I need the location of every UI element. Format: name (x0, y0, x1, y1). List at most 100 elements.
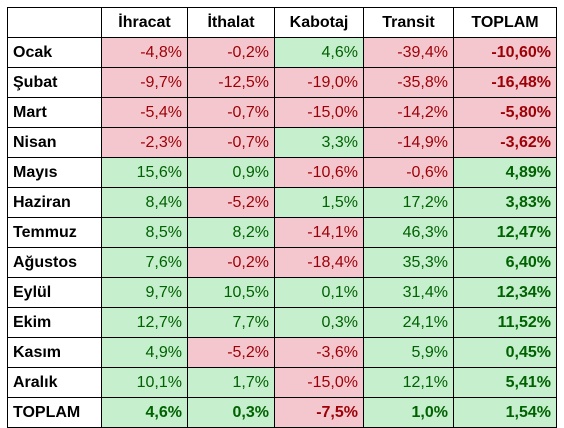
row-label: Kasım (7, 337, 102, 368)
table-total-row: TOPLAM 4,6% 0,3% -7,5% 1,0% 1,54% (7, 397, 557, 428)
value-cell: -5,80% (453, 97, 557, 128)
value-cell: 10,5% (187, 277, 275, 308)
table-row: Ağustos 7,6% -0,2% -18,4% 35,3% 6,40% (7, 247, 557, 278)
value-cell: 1,54% (453, 397, 557, 428)
value-cell: 0,3% (274, 307, 364, 338)
value-cell: -35,8% (363, 67, 454, 98)
value-cell: 12,47% (453, 217, 557, 248)
row-label: TOPLAM (7, 397, 102, 428)
value-cell: 7,6% (101, 247, 188, 278)
table-row: Aralık 10,1% 1,7% -15,0% 12,1% 5,41% (7, 367, 557, 398)
row-label: Ekim (7, 307, 102, 338)
value-cell: -2,3% (101, 127, 188, 158)
value-cell: 12,1% (363, 367, 454, 398)
table-row: Ocak -4,8% -0,2% 4,6% -39,4% -10,60% (7, 37, 557, 68)
value-cell: -10,60% (453, 37, 557, 68)
value-cell: 8,4% (101, 187, 188, 218)
value-cell: -0,2% (187, 247, 275, 278)
table-row: Ekim 12,7% 7,7% 0,3% 24,1% 11,52% (7, 307, 557, 338)
value-cell: 5,9% (363, 337, 454, 368)
table-row: Şubat -9,7% -12,5% -19,0% -35,8% -16,48% (7, 67, 557, 98)
value-cell: -4,8% (101, 37, 188, 68)
table-header-row: İhracat İthalat Kabotaj Transit TOPLAM (7, 7, 557, 38)
header-corner-cell (7, 7, 102, 38)
value-cell: -39,4% (363, 37, 454, 68)
value-cell: -15,0% (274, 367, 364, 398)
table-body: Ocak -4,8% -0,2% 4,6% -39,4% -10,60% Şubat -9,7… (7, 37, 557, 428)
header-ihracat: İhracat (101, 7, 188, 38)
value-cell: 3,3% (274, 127, 364, 158)
table-row: Mart -5,4% -0,7% -15,0% -14,2% -5,80% (7, 97, 557, 128)
value-cell: 0,9% (187, 157, 275, 188)
row-label: Nisan (7, 127, 102, 158)
table-row: Eylül 9,7% 10,5% 0,1% 31,4% 12,34% (7, 277, 557, 308)
row-label: Şubat (7, 67, 102, 98)
value-cell: -15,0% (274, 97, 364, 128)
value-cell: 4,9% (101, 337, 188, 368)
header-ithalat: İthalat (187, 7, 275, 38)
value-cell: -3,6% (274, 337, 364, 368)
value-cell: 0,3% (187, 397, 275, 428)
table-row: Temmuz 8,5% 8,2% -14,1% 46,3% 12,47% (7, 217, 557, 248)
value-cell: 4,6% (274, 37, 364, 68)
value-cell: -0,7% (187, 127, 275, 158)
row-label: Haziran (7, 187, 102, 218)
value-cell: -14,2% (363, 97, 454, 128)
value-cell: 1,7% (187, 367, 275, 398)
value-cell: 5,41% (453, 367, 557, 398)
row-label: Ocak (7, 37, 102, 68)
value-cell: -12,5% (187, 67, 275, 98)
value-cell: 4,89% (453, 157, 557, 188)
value-cell: 7,7% (187, 307, 275, 338)
value-cell: 35,3% (363, 247, 454, 278)
value-cell: -3,62% (453, 127, 557, 158)
value-cell: -19,0% (274, 67, 364, 98)
monthly-change-table: İhracat İthalat Kabotaj Transit TOPLAM O… (7, 7, 557, 428)
value-cell: 17,2% (363, 187, 454, 218)
header-toplam: TOPLAM (453, 7, 557, 38)
value-cell: -14,1% (274, 217, 364, 248)
value-cell: 3,83% (453, 187, 557, 218)
table-row: Haziran 8,4% -5,2% 1,5% 17,2% 3,83% (7, 187, 557, 218)
value-cell: -16,48% (453, 67, 557, 98)
value-cell: -0,6% (363, 157, 454, 188)
data-table-container: İhracat İthalat Kabotaj Transit TOPLAM O… (7, 7, 557, 428)
value-cell: 6,40% (453, 247, 557, 278)
value-cell: -18,4% (274, 247, 364, 278)
value-cell: 31,4% (363, 277, 454, 308)
value-cell: 12,7% (101, 307, 188, 338)
table-row: Kasım 4,9% -5,2% -3,6% 5,9% 0,45% (7, 337, 557, 368)
value-cell: 8,2% (187, 217, 275, 248)
row-label: Ağustos (7, 247, 102, 278)
row-label: Temmuz (7, 217, 102, 248)
value-cell: -5,2% (187, 187, 275, 218)
value-cell: -0,7% (187, 97, 275, 128)
row-label: Mart (7, 97, 102, 128)
value-cell: -10,6% (274, 157, 364, 188)
value-cell: 1,5% (274, 187, 364, 218)
value-cell: -0,2% (187, 37, 275, 68)
row-label: Mayıs (7, 157, 102, 188)
table-row: Mayıs 15,6% 0,9% -10,6% -0,6% 4,89% (7, 157, 557, 188)
value-cell: 10,1% (101, 367, 188, 398)
row-label: Eylül (7, 277, 102, 308)
value-cell: 8,5% (101, 217, 188, 248)
value-cell: -9,7% (101, 67, 188, 98)
value-cell: 15,6% (101, 157, 188, 188)
value-cell: 0,45% (453, 337, 557, 368)
header-kabotaj: Kabotaj (274, 7, 364, 38)
value-cell: 11,52% (453, 307, 557, 338)
value-cell: -7,5% (274, 397, 364, 428)
value-cell: 9,7% (101, 277, 188, 308)
value-cell: 4,6% (101, 397, 188, 428)
value-cell: 1,0% (363, 397, 454, 428)
value-cell: -14,9% (363, 127, 454, 158)
row-label: Aralık (7, 367, 102, 398)
table-row: Nisan -2,3% -0,7% 3,3% -14,9% -3,62% (7, 127, 557, 158)
value-cell: 46,3% (363, 217, 454, 248)
value-cell: 24,1% (363, 307, 454, 338)
value-cell: -5,4% (101, 97, 188, 128)
value-cell: 12,34% (453, 277, 557, 308)
header-transit: Transit (363, 7, 454, 38)
value-cell: 0,1% (274, 277, 364, 308)
